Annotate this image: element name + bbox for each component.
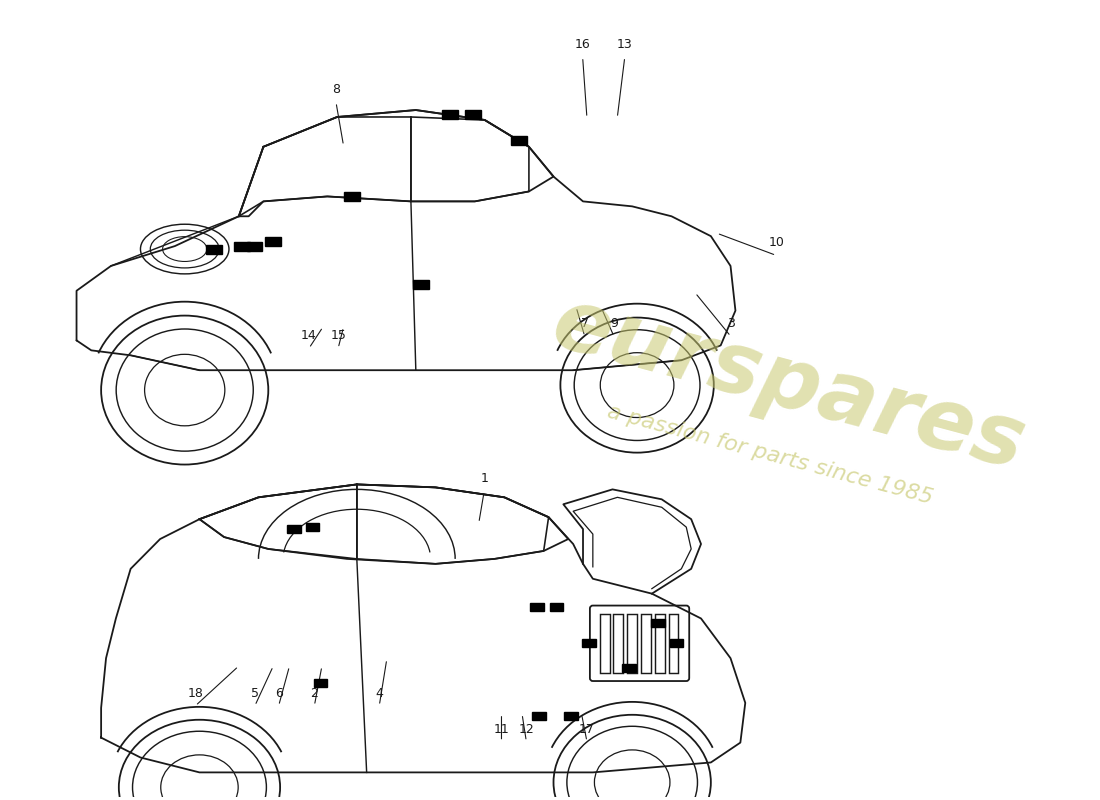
Bar bbox=[314, 679, 328, 687]
Bar bbox=[234, 242, 250, 251]
Bar bbox=[287, 525, 300, 533]
Bar bbox=[614, 614, 624, 673]
Text: 4: 4 bbox=[375, 687, 383, 700]
Text: 16: 16 bbox=[574, 38, 591, 51]
Text: 18: 18 bbox=[187, 687, 204, 700]
Bar bbox=[265, 237, 282, 246]
Text: 15: 15 bbox=[330, 330, 346, 342]
Bar bbox=[442, 110, 458, 119]
Bar bbox=[344, 193, 360, 202]
Bar bbox=[412, 280, 429, 289]
Bar bbox=[623, 664, 636, 672]
Text: 3: 3 bbox=[727, 318, 735, 330]
Text: 2: 2 bbox=[310, 687, 318, 700]
Bar bbox=[564, 712, 579, 720]
Text: 12: 12 bbox=[518, 722, 535, 736]
Bar bbox=[600, 614, 609, 673]
Bar bbox=[550, 602, 563, 610]
Text: 6: 6 bbox=[275, 687, 283, 700]
Bar bbox=[530, 602, 543, 610]
Text: 11: 11 bbox=[494, 722, 509, 736]
Text: 13: 13 bbox=[617, 38, 632, 51]
Bar bbox=[669, 614, 679, 673]
Text: 14: 14 bbox=[301, 330, 317, 342]
Bar bbox=[654, 614, 664, 673]
Bar bbox=[207, 245, 222, 254]
Bar bbox=[306, 523, 319, 531]
Bar bbox=[582, 639, 596, 647]
Text: 7: 7 bbox=[581, 318, 589, 330]
Bar bbox=[246, 242, 263, 251]
Bar bbox=[670, 639, 683, 647]
Bar bbox=[641, 614, 651, 673]
Text: a passion for parts since 1985: a passion for parts since 1985 bbox=[605, 402, 935, 508]
Text: 8: 8 bbox=[332, 83, 340, 96]
Text: 9: 9 bbox=[610, 318, 618, 330]
Text: 10: 10 bbox=[768, 237, 784, 250]
Bar bbox=[512, 136, 527, 145]
Text: 17: 17 bbox=[579, 722, 595, 736]
Text: 5: 5 bbox=[251, 687, 258, 700]
Bar bbox=[627, 614, 637, 673]
Bar bbox=[532, 712, 546, 720]
Bar bbox=[651, 619, 664, 627]
Bar bbox=[465, 110, 481, 119]
Text: 1: 1 bbox=[481, 473, 488, 486]
Text: eurspares: eurspares bbox=[544, 282, 1035, 488]
